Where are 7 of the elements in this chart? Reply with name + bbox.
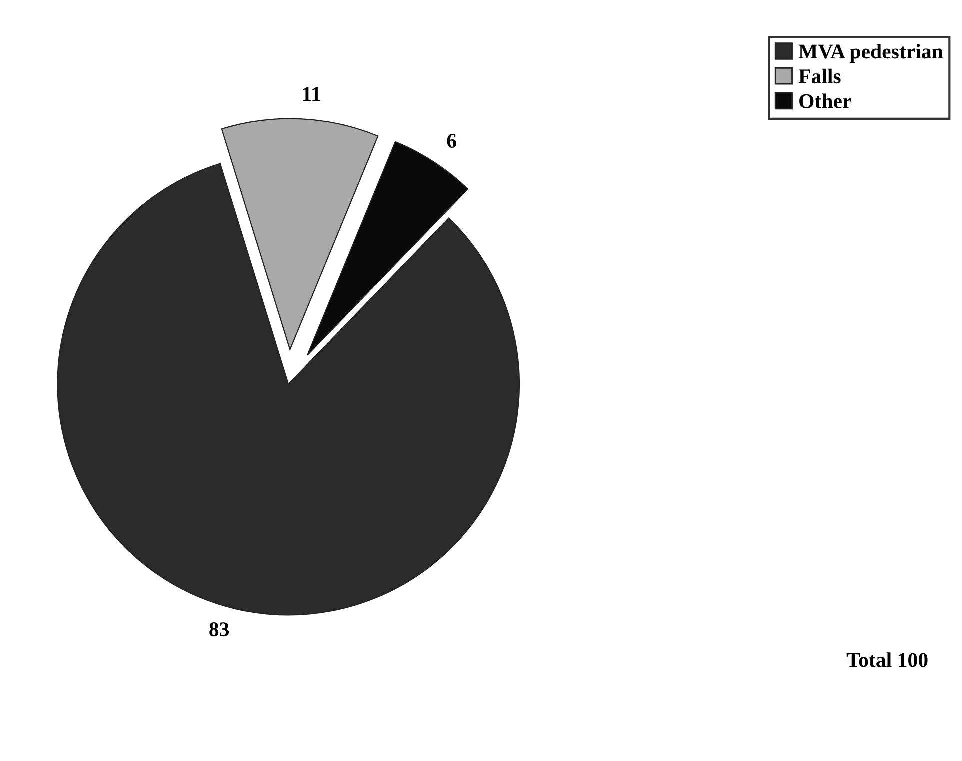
text: Total 100	[846, 652, 928, 668]
legend-label: Other	[800, 94, 852, 108]
legend-label: Falls	[798, 68, 841, 84]
data-label: 6	[447, 134, 456, 148]
data-label: 11	[303, 87, 320, 102]
data-label: 83	[210, 622, 230, 637]
legend-label: MVA pedestrian	[798, 44, 944, 63]
